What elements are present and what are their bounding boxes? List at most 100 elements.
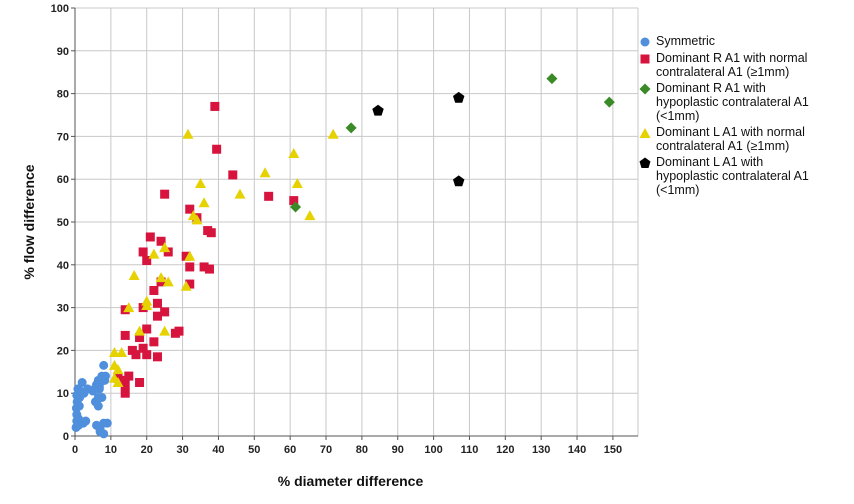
- y-tick-label: 20: [57, 345, 69, 357]
- dominant-l-hypoplastic-point: [452, 91, 465, 103]
- dominant-l-normal-point: [116, 347, 128, 358]
- dominant-r-normal-point: [131, 350, 141, 360]
- y-tick-label: 100: [51, 3, 69, 15]
- dominant-l-normal-point: [180, 280, 192, 291]
- data-points: [71, 73, 615, 439]
- dominant-r-normal-point: [160, 189, 170, 199]
- dominant-r-normal-point: [135, 333, 145, 343]
- x-tick-label: 100: [424, 444, 442, 456]
- legend-label: Symmetric: [656, 34, 716, 48]
- dominant-l-hypoplastic-point: [452, 175, 465, 187]
- legend-label: Dominant R A1 with normal contralateral …: [656, 51, 808, 79]
- dominant-r-normal-point: [138, 343, 148, 353]
- legend-item-dominant-r-hypoplastic: Dominant R A1 with hypoplastic contralat…: [638, 81, 848, 123]
- dominant-r-normal-point: [120, 388, 130, 398]
- legend-item-dominant-l-hypoplastic: Dominant L A1 with hypoplastic contralat…: [638, 155, 848, 197]
- dominant-l-normal-point: [112, 364, 124, 375]
- gridlines: [75, 7, 639, 436]
- dominant-l-normal-point: [148, 248, 160, 259]
- dominant-r-normal-point: [120, 330, 130, 340]
- dominant-l-normal-point: [234, 188, 246, 199]
- dominant-r-normal-point: [149, 285, 159, 295]
- square-marker-icon: [640, 54, 650, 64]
- x-tick-label: 150: [604, 444, 622, 456]
- dominant-r-normal-point: [228, 170, 238, 180]
- dominant-r-normal-point: [152, 298, 162, 308]
- x-tick-label: 120: [496, 444, 514, 456]
- dominant-r-normal-point: [156, 236, 166, 246]
- y-tick-label: 50: [57, 217, 69, 229]
- dominant-l-normal-point: [195, 177, 207, 188]
- legend-item-dominant-r-normal: Dominant R A1 with normal contralateral …: [638, 51, 848, 79]
- dominant-r-normal-point: [142, 324, 152, 334]
- symmetric-point: [99, 360, 109, 370]
- x-tick-label: 30: [176, 444, 188, 456]
- x-axis-title: % diameter difference: [278, 473, 424, 489]
- legend-label: Dominant L A1 with hypoplastic contralat…: [656, 155, 809, 197]
- dominant-r-normal-point: [185, 204, 195, 214]
- dominant-l-normal-point: [159, 242, 171, 253]
- dominant-r-normal-point: [199, 262, 209, 272]
- dominant-l-hypoplastic-point: [372, 104, 384, 116]
- pentagon-marker-icon: [639, 157, 651, 168]
- dominant-l-normal-point: [198, 197, 210, 208]
- circle-marker-icon: [640, 37, 650, 47]
- y-tick-label: 90: [57, 46, 69, 58]
- triangle-marker-icon: [639, 128, 651, 138]
- y-tick-label: 80: [57, 89, 69, 101]
- legend-label: Dominant R A1 with hypoplastic contralat…: [656, 81, 809, 123]
- x-tick-label: 20: [141, 444, 153, 456]
- dominant-r-normal-point: [152, 352, 162, 362]
- dominant-r-hypoplastic-point: [345, 122, 357, 134]
- dominant-r-normal-point: [185, 279, 195, 289]
- x-tick-label: 140: [568, 444, 586, 456]
- x-tick-label: 0: [72, 444, 78, 456]
- x-tick-label: 80: [356, 444, 368, 456]
- dominant-r-normal-point: [185, 262, 195, 272]
- dominant-l-normal-point: [184, 250, 196, 261]
- dominant-r-normal-point: [160, 307, 170, 317]
- dominant-l-normal-point: [134, 325, 146, 336]
- dominant-l-normal-point: [182, 128, 194, 139]
- dominant-r-normal-point: [210, 101, 220, 111]
- x-tick-label: 90: [392, 444, 404, 456]
- x-tick-label: 130: [532, 444, 550, 456]
- dominant-l-normal-point: [327, 128, 339, 139]
- x-tick-label: 50: [248, 444, 260, 456]
- x-tick-label: 70: [320, 444, 332, 456]
- x-tick-labels: 0 10 20 30 40 50 60 70 80 90 100 110 120 130 140 150: [72, 436, 622, 456]
- dominant-r-normal-point: [181, 251, 191, 261]
- symmetric-point: [81, 416, 91, 426]
- y-tick-label: 0: [63, 431, 69, 443]
- diamond-marker-icon: [639, 83, 651, 95]
- symmetric-point: [93, 392, 103, 402]
- dominant-l-normal-point: [159, 325, 171, 336]
- dominant-l-normal-point: [191, 214, 203, 225]
- symmetric-point: [93, 401, 103, 411]
- y-axis-title: % flow difference: [21, 164, 37, 279]
- dominant-r-normal-point: [149, 337, 159, 347]
- x-tick-label: 60: [284, 444, 296, 456]
- legend-item-dominant-l-normal: Dominant L A1 with normal contralateral …: [638, 125, 848, 153]
- dominant-l-normal-point: [128, 270, 140, 280]
- symmetric-point: [97, 373, 107, 383]
- dominant-r-normal-point: [135, 378, 145, 387]
- dominant-r-normal-point: [289, 196, 299, 206]
- dominant-l-normal-point: [155, 272, 167, 283]
- dominant-l-normal-point: [123, 302, 135, 313]
- dominant-r-normal-point: [152, 311, 162, 321]
- dominant-r-normal-point: [264, 191, 274, 201]
- y-tick-label: 60: [57, 174, 69, 186]
- y-tick-label: 10: [57, 388, 69, 400]
- dominant-l-normal-point: [141, 299, 153, 310]
- legend-item-symmetric: Symmetric: [638, 34, 848, 49]
- dominant-r-normal-point: [138, 247, 148, 257]
- dominant-r-normal-point: [142, 256, 152, 266]
- legend: Symmetric Dominant R A1 with normal cont…: [638, 34, 848, 199]
- dominant-l-normal-point: [291, 177, 303, 188]
- x-tick-label: 110: [461, 444, 479, 456]
- dominant-r-normal-point: [124, 371, 134, 381]
- y-tick-labels: 0 10 20 30 40 50 60 70 80 90 100: [51, 3, 75, 443]
- dominant-r-normal-point: [170, 328, 180, 338]
